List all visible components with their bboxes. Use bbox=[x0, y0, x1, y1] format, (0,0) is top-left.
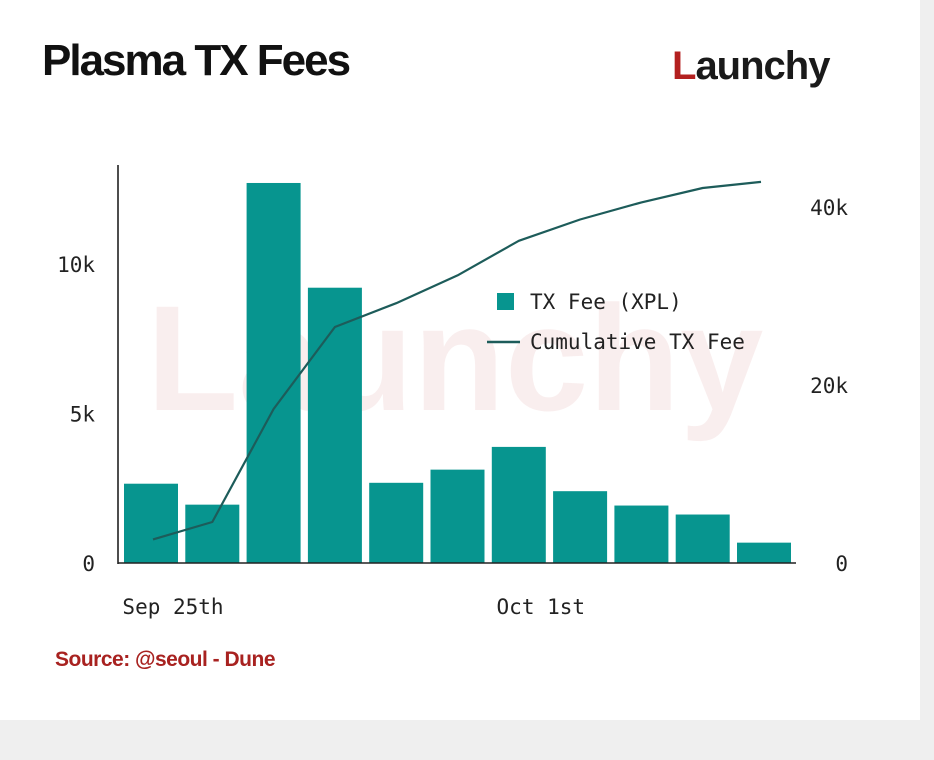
bar-sep-29th bbox=[369, 482, 424, 563]
bar-sep-28th bbox=[307, 287, 362, 563]
bar-sep-26th bbox=[185, 504, 240, 563]
logo-rest: aunchy bbox=[695, 44, 830, 88]
bar-oct-1st bbox=[491, 446, 546, 563]
axes: 0 5k 10k 0 20k 40k Sep 25th Oct 1st bbox=[57, 165, 848, 619]
bar-series bbox=[124, 182, 791, 563]
left-tick-label: 5k bbox=[70, 402, 96, 426]
legend-label-bar: TX Fee (XPL) bbox=[530, 290, 682, 314]
brand-logo: Launchy bbox=[672, 44, 830, 89]
bar-oct-5th bbox=[737, 542, 791, 563]
left-tick-label: 10k bbox=[57, 253, 95, 277]
bar-oct-3rd bbox=[614, 505, 669, 563]
bar-sep-25th bbox=[124, 483, 178, 563]
bar-oct-2nd bbox=[553, 491, 608, 563]
left-tick-label: 0 bbox=[82, 552, 95, 576]
legend: TX Fee (XPL) Cumulative TX Fee bbox=[487, 290, 745, 354]
page-title: Plasma TX Fees bbox=[42, 36, 351, 85]
x-tick-label: Sep 25th bbox=[122, 595, 223, 619]
right-tick-label: 0 bbox=[835, 552, 848, 576]
logo-initial: L bbox=[672, 44, 696, 88]
chart-card: Plasma TX Fees Launchy Launchy 0 5k 10k 0 20… bbox=[0, 0, 920, 720]
legend-swatch-bar bbox=[497, 293, 514, 310]
right-tick-label: 40k bbox=[810, 196, 848, 220]
bar-sep-27th bbox=[246, 182, 301, 563]
bar-sep-30th bbox=[430, 469, 485, 563]
x-tick-label: Oct 1st bbox=[497, 595, 586, 619]
bar-oct-4th bbox=[675, 514, 730, 563]
right-tick-label: 20k bbox=[810, 374, 848, 398]
legend-label-line: Cumulative TX Fee bbox=[530, 330, 745, 354]
line-series bbox=[152, 180, 762, 541]
source-note: Source: @seoul - Dune bbox=[55, 648, 276, 671]
